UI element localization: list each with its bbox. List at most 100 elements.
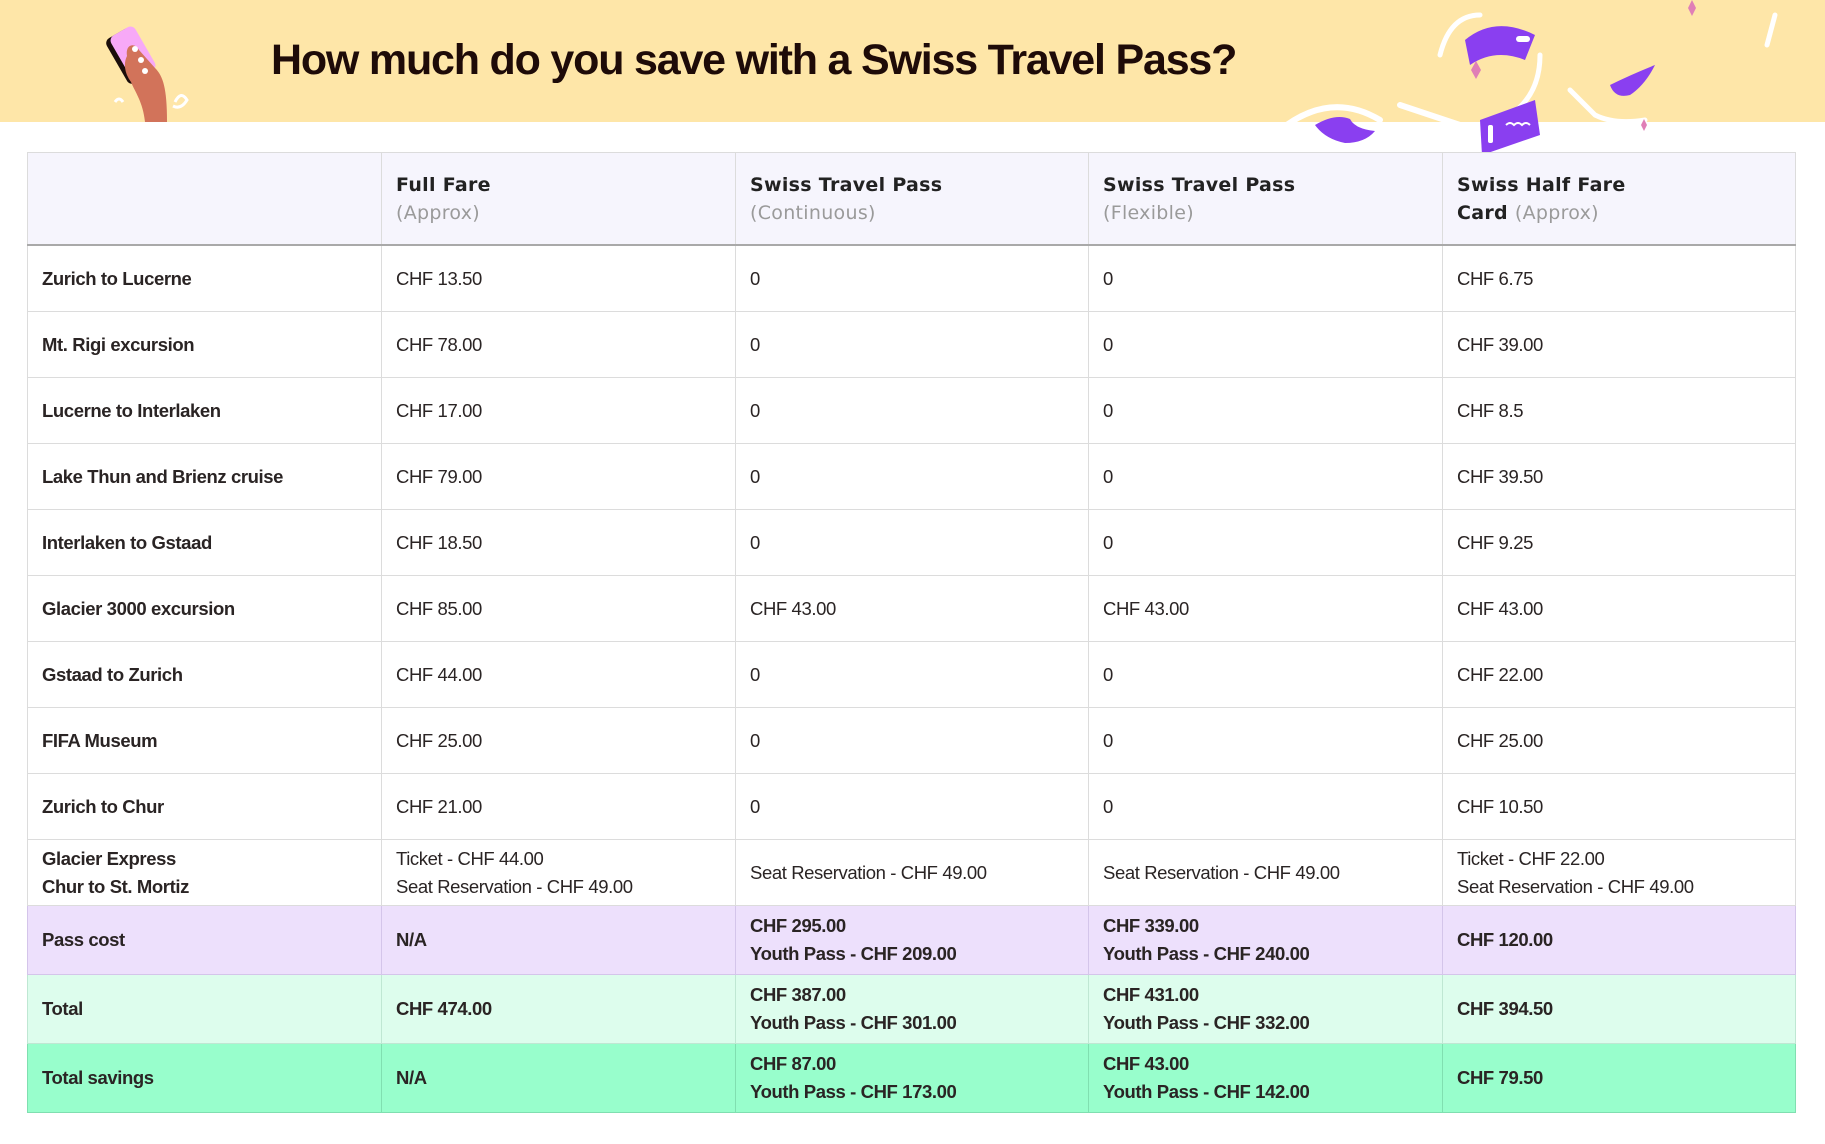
cell-text: CHF 25.00 <box>1457 729 1543 751</box>
stp-continuous-cell: 0 <box>735 707 1089 774</box>
cell-text: Youth Pass - CHF 173.00 <box>750 1081 957 1102</box>
stp-flexible-cell: 0 <box>1088 641 1443 708</box>
stp-continuous-cell: CHF 387.00 Youth Pass - CHF 301.00 <box>735 974 1089 1044</box>
header-empty <box>27 152 382 246</box>
row-label: Mt. Rigi excursion <box>27 311 382 378</box>
row-label: Zurich to Lucerne <box>27 244 382 312</box>
cell-text: 0 <box>1103 399 1113 421</box>
stp-continuous-cell: Seat Reservation - CHF 49.00 <box>735 839 1089 906</box>
stp-continuous-cell: 0 <box>735 443 1089 510</box>
full-fare-cell: CHF 44.00 <box>381 641 736 708</box>
stp-flexible-cell: Seat Reservation - CHF 49.00 <box>1088 839 1443 906</box>
cell-text: Seat Reservation - CHF 49.00 <box>1457 875 1694 897</box>
cell-text: Seat Reservation - CHF 49.00 <box>396 875 633 897</box>
cell-text: 0 <box>1103 729 1113 751</box>
cell-text: CHF 43.00 <box>750 597 836 619</box>
cell-text: CHF 431.00 <box>1103 984 1199 1005</box>
row-label: Gstaad to Zurich <box>27 641 382 708</box>
table-header-row: Full Fare (Approx) Swiss Travel Pass (Co… <box>27 152 1796 246</box>
stp-continuous-cell: CHF 87.00 Youth Pass - CHF 173.00 <box>735 1043 1089 1113</box>
cell-text: CHF 79.50 <box>1457 1067 1543 1088</box>
cell-text: CHF 339.00 <box>1103 915 1199 936</box>
cell-text: 0 <box>750 399 760 421</box>
cell-text: CHF 39.50 <box>1457 465 1543 487</box>
cell-text: Total savings <box>42 1067 154 1088</box>
stp-continuous-cell: 0 <box>735 773 1089 840</box>
cell-text: CHF 295.00 <box>750 915 846 936</box>
table-row: Lucerne to Interlaken CHF 17.00 0 0 CHF 8.5 <box>27 377 1796 444</box>
cell-text: CHF 78.00 <box>396 333 482 355</box>
table-row: Zurich to Lucerne CHF 13.50 0 0 CHF 6.75 <box>27 244 1796 312</box>
total-savings-row: Total savings N/A CHF 87.00 Youth Pass - CH… <box>27 1043 1796 1113</box>
cell-text: Ticket - CHF 44.00 <box>396 847 544 869</box>
cell-text: Ticket - CHF 22.00 <box>1457 847 1605 869</box>
cell-text: Total <box>42 998 83 1019</box>
table-row: FIFA Museum CHF 25.00 0 0 CHF 25.00 <box>27 707 1796 774</box>
header-subtitle: (Flexible) <box>1103 201 1194 224</box>
cell-text: Mt. Rigi excursion <box>42 333 195 355</box>
full-fare-cell: CHF 25.00 <box>381 707 736 774</box>
flying-ticket-illustration <box>1277 0 1778 155</box>
table-row: Interlaken to Gstaad CHF 18.50 0 0 CHF 9.25 <box>27 509 1796 576</box>
row-label: Pass cost <box>27 905 382 975</box>
cell-text: 0 <box>750 729 760 751</box>
table-row: Lake Thun and Brienz cruise CHF 79.00 0 0 CH… <box>27 443 1796 510</box>
cell-text: Glacier 3000 excursion <box>42 597 235 619</box>
half-fare-cell: Ticket - CHF 22.00 Seat Reservation - CHF… <box>1442 839 1796 906</box>
half-fare-cell: CHF 39.50 <box>1442 443 1796 510</box>
half-fare-cell: CHF 43.00 <box>1442 575 1796 642</box>
full-fare-cell: CHF 85.00 <box>381 575 736 642</box>
full-fare-cell: N/A <box>381 905 736 975</box>
cell-text: Seat Reservation - CHF 49.00 <box>1103 861 1340 883</box>
stp-flexible-cell: CHF 43.00 Youth Pass - CHF 142.00 <box>1088 1043 1443 1113</box>
cell-text: Pass cost <box>42 929 125 950</box>
cell-text: Zurich to Chur <box>42 795 164 817</box>
row-label: Glacier Express Chur to St. Mortiz <box>27 839 382 906</box>
header-title: Full Fare <box>396 173 491 196</box>
cell-text: Gstaad to Zurich <box>42 663 183 685</box>
cell-text: N/A <box>396 1067 427 1088</box>
cell-text: CHF 8.5 <box>1457 399 1524 421</box>
cell-text: 0 <box>750 531 760 553</box>
total-row: Total CHF 474.00 CHF 387.00 Youth Pass - CH… <box>27 974 1796 1044</box>
cell-text: CHF 43.00 <box>1103 597 1189 619</box>
table-row: Gstaad to Zurich CHF 44.00 0 0 CHF 22.00 <box>27 641 1796 708</box>
header-stp-continuous: Swiss Travel Pass (Continuous) <box>735 152 1089 246</box>
table-row: Glacier Express Chur to St. Mortiz Ticket … <box>27 839 1796 906</box>
header-banner: How much do you save with a Swiss Travel… <box>0 0 1825 122</box>
cell-text: 0 <box>1103 333 1113 355</box>
half-fare-cell: CHF 79.50 <box>1442 1043 1796 1113</box>
stp-continuous-cell: 0 <box>735 244 1089 312</box>
stp-continuous-cell: 0 <box>735 509 1089 576</box>
cell-text: Chur to St. Mortiz <box>42 875 189 897</box>
table-body: Zurich to Lucerne CHF 13.50 0 0 CHF 6.75 Mt. … <box>27 244 1796 1113</box>
cell-text: CHF 43.00 <box>1457 597 1543 619</box>
half-fare-cell: CHF 39.00 <box>1442 311 1796 378</box>
cell-text: CHF 474.00 <box>396 998 492 1019</box>
cell-text: Youth Pass - CHF 240.00 <box>1103 943 1310 964</box>
cell-text: 0 <box>750 465 760 487</box>
hand-holding-phone-illustration <box>106 26 189 122</box>
cell-text: Seat Reservation - CHF 49.00 <box>750 861 987 883</box>
cell-text: 0 <box>1103 663 1113 685</box>
half-fare-cell: CHF 25.00 <box>1442 707 1796 774</box>
stp-flexible-cell: CHF 431.00 Youth Pass - CHF 332.00 <box>1088 974 1443 1044</box>
cell-text: CHF 79.00 <box>396 465 482 487</box>
header-title: Swiss Travel Pass <box>750 173 943 196</box>
cell-text: N/A <box>396 929 427 950</box>
cell-text: CHF 21.00 <box>396 795 482 817</box>
cell-text: CHF 43.00 <box>1103 1053 1189 1074</box>
half-fare-cell: CHF 6.75 <box>1442 244 1796 312</box>
table-row: Glacier 3000 excursion CHF 85.00 CHF 43.00… <box>27 575 1796 642</box>
stp-flexible-cell: CHF 339.00 Youth Pass - CHF 240.00 <box>1088 905 1443 975</box>
cell-text: CHF 10.50 <box>1457 795 1543 817</box>
half-fare-cell: CHF 9.25 <box>1442 509 1796 576</box>
stp-flexible-cell: 0 <box>1088 244 1443 312</box>
full-fare-cell: CHF 17.00 <box>381 377 736 444</box>
page-title: How much do you save with a Swiss Travel… <box>271 36 1237 84</box>
cell-text: Youth Pass - CHF 209.00 <box>750 943 957 964</box>
cell-text: CHF 120.00 <box>1457 929 1553 950</box>
row-label: Lucerne to Interlaken <box>27 377 382 444</box>
cell-text: Youth Pass - CHF 142.00 <box>1103 1081 1310 1102</box>
half-fare-cell: CHF 8.5 <box>1442 377 1796 444</box>
